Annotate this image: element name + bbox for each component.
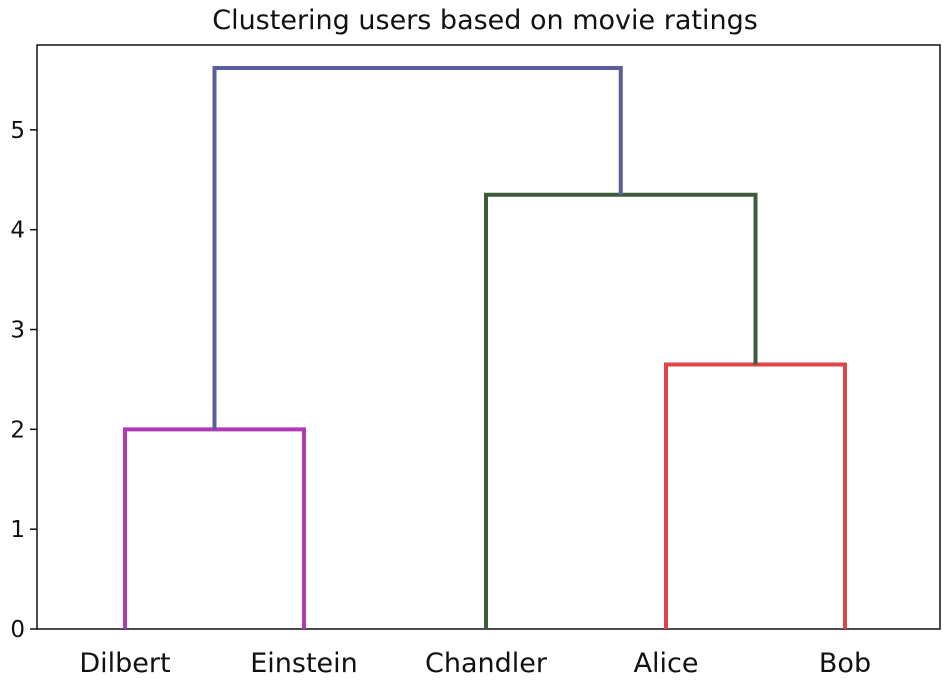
- y-axis: 0 1 2 3 4 5: [10, 118, 37, 643]
- x-axis: Dilbert Einstein Chandler Alice Bob: [79, 648, 871, 679]
- leaf-label-alice: Alice: [634, 648, 699, 679]
- y-tick-label-3: 3: [10, 318, 25, 344]
- link-alice--bob: [664, 362, 847, 629]
- y-tick-label-4: 4: [10, 218, 25, 244]
- leaf-label-einstein: Einstein: [250, 648, 358, 679]
- dendrogram-links: [123, 65, 847, 629]
- y-tick-label-1: 1: [10, 517, 25, 543]
- y-tick-label-2: 2: [10, 417, 25, 443]
- leaf-label-dilbert: Dilbert: [79, 648, 170, 679]
- leaf-label-bob: Bob: [819, 648, 871, 679]
- link-dilbert--einstein: [123, 427, 306, 629]
- plot-frame: [36, 44, 941, 630]
- chart-title: Clustering users based on movie ratings: [212, 5, 758, 36]
- leaf-label-chandler: Chandler: [425, 648, 548, 679]
- link-dilbert-einstein--chandler-alice-bob: [212, 65, 623, 430]
- link-chandler--alice-bob: [484, 192, 758, 629]
- y-tick-label-0: 0: [10, 617, 25, 643]
- y-tick-label-5: 5: [10, 118, 25, 144]
